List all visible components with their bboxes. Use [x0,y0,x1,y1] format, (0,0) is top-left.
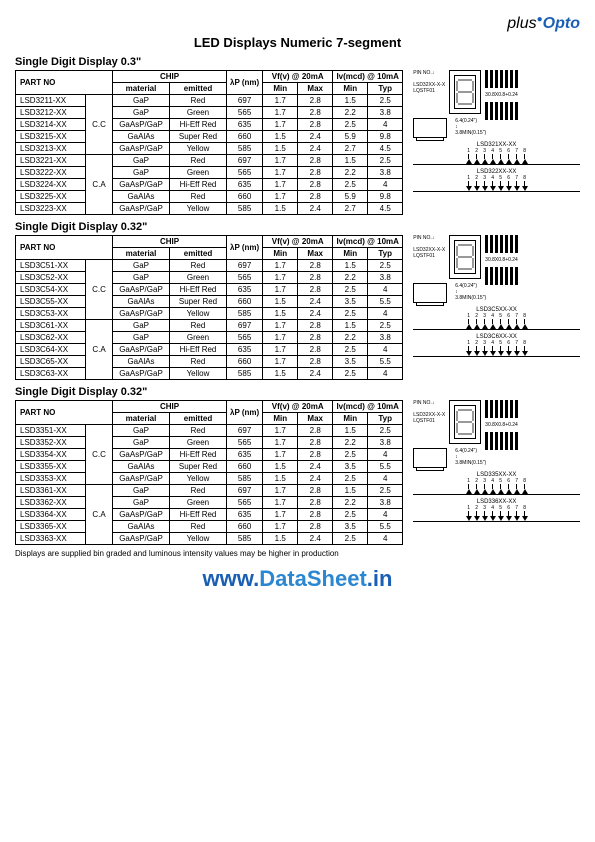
table-row: LSD3361-XX C.A GaP Red 697 1.7 2.8 1.5 2… [16,485,403,497]
table-row: LSD3362-XX GaP Green 565 1.7 2.8 2.2 3.8 [16,497,403,509]
logo: plus●Opto [15,15,580,33]
table-row: LSD3C55-XX GaAlAs Super Red 660 1.5 2.4 … [16,296,403,308]
side-view-icon [413,283,447,303]
table-row: LSD3212-XX GaP Green 565 1.7 2.8 2.2 3.8 [16,107,403,119]
logo-plus: plus [507,15,536,32]
table-row: LSD3365-XX GaAlAs Red 660 1.7 2.8 3.5 5.… [16,521,403,533]
page-title: LED Displays Numeric 7-segment [15,35,580,50]
table-row: LSD3223-XX GaAsP/GaP Yellow 585 1.5 2.4 … [16,203,403,215]
table-row: LSD3C52-XX GaP Green 565 1.7 2.8 2.2 3.8 [16,272,403,284]
table-row: LSD3354-XX GaAsP/GaP Hi-Eff Red 635 1.7 … [16,449,403,461]
circuit-diagram: LSD3C5XX-XX 12345678 [413,307,580,330]
table-row: LSD3213-XX GaAsP/GaP Yellow 585 1.5 2.4 … [16,143,403,155]
spec-table: PART NO CHIP λP (nm) Vf(v) @ 20mA Iv(mcd… [15,400,403,545]
package-outline-icon [449,400,481,444]
watermark: www.DataSheet.in [15,566,580,592]
circuit-diagram: LSD322XX-XX 12345678 [413,169,580,192]
diagrams-panel: PIN NO.↓LSD32XX-X-XLQSTF01 30.8X0.8+0.24… [413,400,580,522]
table-row: LSD3215-XX GaAlAs Super Red 660 1.5 2.4 … [16,131,403,143]
spec-table: PART NO CHIP λP (nm) Vf(v) @ 20mA Iv(mcd… [15,70,403,215]
table-row: LSD3363-XX GaAsP/GaP Yellow 585 1.5 2.4 … [16,533,403,545]
pin-diagram-icon: 30.8X0.8+0.24 [485,400,535,442]
section-title: Single Digit Display 0.32" [15,386,580,398]
section-title: Single Digit Display 0.3" [15,56,580,68]
table-row: LSD3221-XX C.A GaP Red 697 1.7 2.8 1.5 2… [16,155,403,167]
pin-diagram-icon: 30.8X0.8+0.24 [485,70,535,112]
table-row: LSD3353-XX GaAsP/GaP Yellow 585 1.5 2.4 … [16,473,403,485]
table-row: LSD3C64-XX GaAsP/GaP Hi-Eff Red 635 1.7 … [16,344,403,356]
section-title: Single Digit Display 0.32" [15,221,580,233]
table-row: LSD3352-XX GaP Green 565 1.7 2.8 2.2 3.8 [16,437,403,449]
table-row: LSD3225-XX GaAlAs Red 660 1.7 2.8 5.9 9.… [16,191,403,203]
side-view-icon [413,448,447,468]
circuit-diagram: LSD335XX-XX 12345678 [413,472,580,495]
circuit-diagram: LSD321XX-XX 12345678 [413,142,580,165]
table-row: LSD3364-XX GaAsP/GaP Hi-Eff Red 635 1.7 … [16,509,403,521]
table-row: LSD3C53-XX GaAsP/GaP Yellow 585 1.5 2.4 … [16,308,403,320]
table-row: LSD3C65-XX GaAlAs Red 660 1.7 2.8 3.5 5.… [16,356,403,368]
table-row: LSD3355-XX GaAlAs Super Red 660 1.5 2.4 … [16,461,403,473]
diagrams-panel: PIN NO.↓LSD32XX-X-XLQSTF01 30.8X0.8+0.24… [413,70,580,192]
table-row: LSD3C54-XX GaAsP/GaP Hi-Eff Red 635 1.7 … [16,284,403,296]
table-row: LSD3211-XX C.C GaP Red 697 1.7 2.8 1.5 2… [16,95,403,107]
table-row: LSD3C63-XX GaAsP/GaP Yellow 585 1.5 2.4 … [16,368,403,380]
pin-diagram-icon: 30.8X0.8+0.24 [485,235,535,277]
package-outline-icon [449,235,481,279]
logo-opto: Opto [543,15,580,32]
table-row: LSD3214-XX GaAsP/GaP Hi-Eff Red 635 1.7 … [16,119,403,131]
table-row: LSD3351-XX C.C GaP Red 697 1.7 2.8 1.5 2… [16,425,403,437]
table-row: LSD3C51-XX C.C GaP Red 697 1.7 2.8 1.5 2… [16,260,403,272]
diagrams-panel: PIN NO.↓LSD32XX-X-XLQSTF01 30.8X0.8+0.24… [413,235,580,357]
circuit-diagram: LSD3C6XX-XX 12345678 [413,334,580,357]
table-row: LSD3224-XX GaAsP/GaP Hi-Eff Red 635 1.7 … [16,179,403,191]
spec-table: PART NO CHIP λP (nm) Vf(v) @ 20mA Iv(mcd… [15,235,403,380]
table-row: LSD3C62-XX GaP Green 565 1.7 2.8 2.2 3.8 [16,332,403,344]
table-row: LSD3222-XX GaP Green 565 1.7 2.8 2.2 3.8 [16,167,403,179]
table-row: LSD3C61-XX C.A GaP Red 697 1.7 2.8 1.5 2… [16,320,403,332]
footnote: Displays are supplied bin graded and lum… [15,549,580,558]
side-view-icon [413,118,447,138]
circuit-diagram: LSD336XX-XX 12345678 [413,499,580,522]
package-outline-icon [449,70,481,114]
